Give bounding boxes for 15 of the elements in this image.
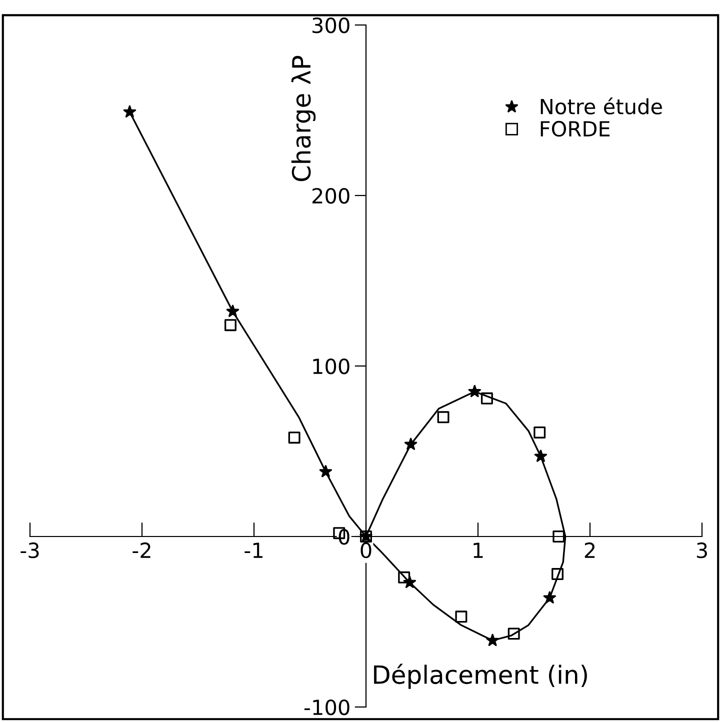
- y-tick-label: 300: [312, 17, 350, 34]
- x-tick-label: 3: [696, 542, 707, 558]
- y-tick-label: 100: [313, 358, 350, 374]
- x-tick-label: -3: [20, 542, 39, 558]
- x-tick-label: 2: [584, 542, 595, 558]
- y-tick-label: 200: [312, 188, 350, 204]
- legend-label: FORDE: [540, 120, 610, 137]
- y-axis-title: Charge λP: [291, 56, 316, 182]
- y-tick-label: -100: [304, 699, 350, 716]
- legend-label: Notre étude: [540, 97, 662, 114]
- x-tick-label: -2: [132, 542, 150, 558]
- x-tick-label: 0: [360, 542, 372, 558]
- x-axis-title: Déplacement (in): [374, 664, 587, 689]
- x-tick-label: 1: [474, 542, 483, 558]
- x-tick-label: -1: [244, 542, 262, 558]
